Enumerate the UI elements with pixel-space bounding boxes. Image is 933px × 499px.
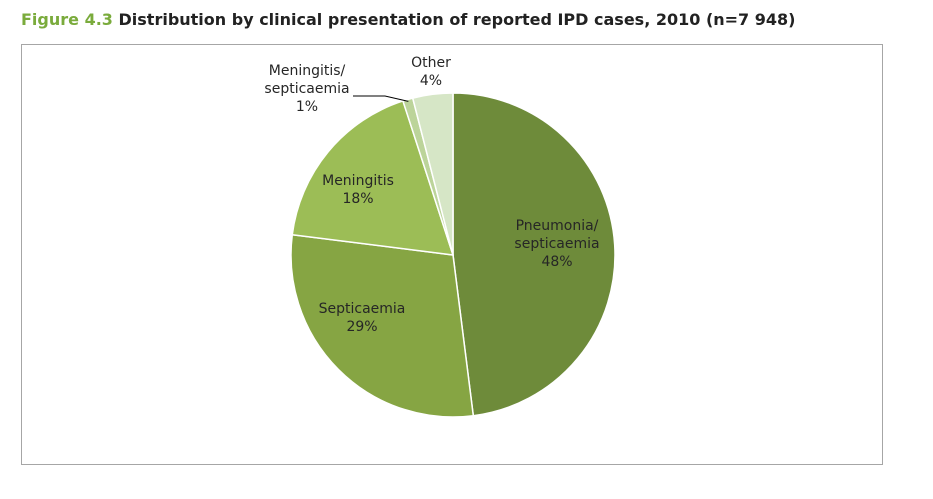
slice-category-label: Meningitis <box>322 173 394 189</box>
pie-slice <box>411 92 454 256</box>
figure-title-text: Distribution by clinical presentation of… <box>118 10 796 29</box>
slice-category-label: Meningitis/ <box>269 63 346 79</box>
slice-value-label: 1% <box>296 99 318 115</box>
figure-title: Figure 4.3 Distribution by clinical pres… <box>21 10 795 29</box>
slice-value-label: 18% <box>342 191 373 207</box>
slice-category-label: Pneumonia/ <box>516 218 599 234</box>
slice-value-label: 48% <box>541 254 572 270</box>
pie-slice <box>291 99 455 256</box>
leader-line <box>353 95 409 102</box>
slice-label: Meningitis 18% <box>322 173 394 207</box>
slice-label: Meningitis/septicaemia 1% <box>264 63 349 115</box>
pie-slice <box>452 92 616 417</box>
slice-category-label: septicaemia <box>264 81 349 97</box>
slice-category-label: septicaemia <box>514 236 599 252</box>
slice-value-label: 4% <box>420 73 442 89</box>
chart-area: Pneumonia/septicaemia 48% Septicaemia 29% Me… <box>21 44 883 465</box>
slice-category-label: Septicaemia <box>319 301 406 317</box>
slice-label: Pneumonia/septicaemia 48% <box>514 218 599 270</box>
figure-number: Figure 4.3 <box>21 10 113 29</box>
slice-value-label: 29% <box>346 319 377 335</box>
pie-chart: Pneumonia/septicaemia 48% Septicaemia 29% Me… <box>264 55 616 418</box>
slice-label: Septicaemia 29% <box>319 301 406 335</box>
slice-label: Other 4% <box>411 55 451 89</box>
pie-slice <box>290 233 475 418</box>
slice-category-label: Other <box>411 55 451 71</box>
